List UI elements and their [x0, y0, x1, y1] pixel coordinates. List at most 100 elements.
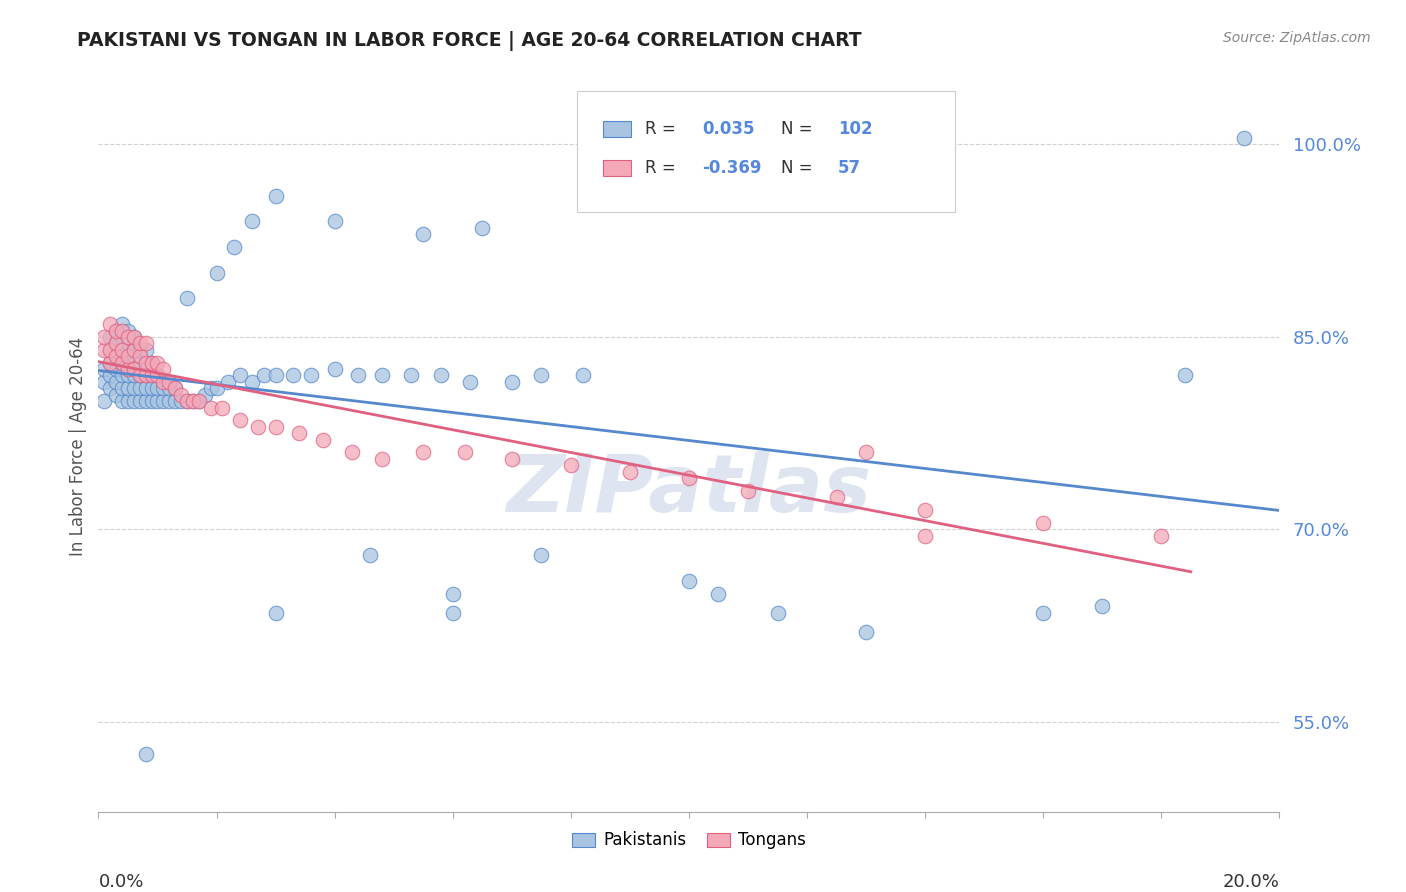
Point	[122, 343, 145, 357]
Point	[1032, 606, 1054, 620]
Point	[323, 214, 346, 228]
Point	[855, 445, 877, 459]
FancyBboxPatch shape	[603, 121, 631, 137]
Point	[707, 586, 730, 600]
Point	[412, 227, 434, 242]
Text: PAKISTANI VS TONGAN IN LABOR FORCE | AGE 20-64 CORRELATION CHART: PAKISTANI VS TONGAN IN LABOR FORCE | AGE…	[77, 31, 862, 51]
Point	[914, 529, 936, 543]
Point	[165, 394, 187, 409]
FancyBboxPatch shape	[603, 160, 631, 176]
Text: R =: R =	[645, 159, 682, 177]
Point	[128, 336, 150, 351]
Point	[288, 426, 311, 441]
Point	[194, 387, 217, 401]
Point	[141, 381, 163, 395]
Point	[105, 324, 128, 338]
Point	[170, 387, 193, 401]
Point	[105, 336, 128, 351]
Point	[117, 330, 139, 344]
Point	[98, 317, 121, 331]
Point	[111, 324, 134, 338]
Point	[371, 451, 394, 466]
FancyBboxPatch shape	[576, 91, 955, 212]
Point	[205, 266, 228, 280]
Point	[312, 433, 335, 447]
Point	[1091, 599, 1114, 614]
Point	[571, 368, 593, 383]
Point	[111, 355, 134, 369]
Point	[176, 292, 198, 306]
Point	[98, 330, 121, 344]
Point	[200, 381, 222, 395]
Point	[766, 606, 789, 620]
Point	[93, 394, 115, 409]
Point	[111, 381, 134, 395]
Point	[122, 355, 145, 369]
Point	[128, 355, 150, 369]
Point	[117, 349, 139, 363]
Point	[111, 394, 134, 409]
Point	[501, 451, 523, 466]
Point	[152, 362, 174, 376]
Point	[122, 343, 145, 357]
Point	[122, 394, 145, 409]
Point	[117, 362, 139, 376]
Point	[117, 349, 139, 363]
Point	[825, 491, 848, 505]
Text: 20.0%: 20.0%	[1223, 873, 1279, 891]
Point	[146, 355, 169, 369]
Point	[152, 394, 174, 409]
Point	[224, 240, 246, 254]
Point	[105, 336, 128, 351]
Point	[117, 336, 139, 351]
Point	[135, 343, 157, 357]
Point	[128, 368, 150, 383]
Point	[105, 375, 128, 389]
Point	[737, 483, 759, 498]
Point	[135, 355, 157, 369]
Point	[141, 355, 163, 369]
Point	[1174, 368, 1197, 383]
Point	[460, 375, 482, 389]
Point	[122, 368, 145, 383]
Point	[283, 368, 305, 383]
Point	[264, 606, 287, 620]
Point	[122, 381, 145, 395]
Point	[98, 355, 121, 369]
Point	[453, 445, 475, 459]
Point	[128, 368, 150, 383]
Point	[264, 368, 287, 383]
Point	[128, 349, 150, 363]
Point	[240, 375, 263, 389]
Point	[187, 394, 209, 409]
Point	[111, 330, 134, 344]
Point	[105, 387, 128, 401]
Point	[678, 574, 700, 588]
Point	[914, 503, 936, 517]
Point	[152, 381, 174, 395]
Point	[240, 214, 263, 228]
Point	[200, 401, 222, 415]
Point	[93, 343, 115, 357]
Point	[98, 381, 121, 395]
Point	[412, 445, 434, 459]
Point	[105, 362, 128, 376]
Point	[157, 375, 180, 389]
Point	[187, 394, 209, 409]
Point	[111, 343, 134, 357]
Point	[141, 394, 163, 409]
Point	[117, 381, 139, 395]
Point	[128, 381, 150, 395]
Point	[135, 368, 157, 383]
Point	[371, 368, 394, 383]
Point	[441, 586, 464, 600]
Point	[98, 343, 121, 357]
Point	[299, 368, 322, 383]
Point	[264, 419, 287, 434]
Point	[98, 355, 121, 369]
Text: Source: ZipAtlas.com: Source: ZipAtlas.com	[1223, 31, 1371, 45]
Point	[135, 336, 157, 351]
Point	[253, 368, 276, 383]
Point	[141, 355, 163, 369]
Point	[359, 548, 381, 562]
